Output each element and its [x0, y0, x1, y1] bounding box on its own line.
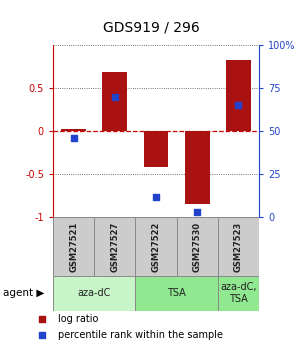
Text: GSM27521: GSM27521	[69, 221, 78, 272]
Text: aza-dC,
TSA: aza-dC, TSA	[220, 283, 257, 304]
Point	[236, 102, 241, 108]
Bar	[185, 131, 210, 204]
Text: GSM27530: GSM27530	[193, 221, 202, 272]
FancyBboxPatch shape	[218, 276, 259, 310]
Text: percentile rank within the sample: percentile rank within the sample	[58, 330, 223, 340]
Point	[112, 94, 117, 99]
FancyBboxPatch shape	[218, 217, 259, 276]
FancyBboxPatch shape	[53, 217, 94, 276]
Text: log ratio: log ratio	[58, 314, 98, 324]
Text: GSM27527: GSM27527	[110, 221, 119, 272]
Bar	[61, 129, 86, 131]
FancyBboxPatch shape	[135, 276, 218, 310]
Bar	[102, 72, 127, 131]
Point	[186, 116, 191, 122]
Bar	[226, 60, 251, 131]
FancyBboxPatch shape	[53, 276, 135, 310]
Text: GDS919 / 296: GDS919 / 296	[103, 20, 200, 34]
Text: GSM27523: GSM27523	[234, 221, 243, 272]
Text: GSM27522: GSM27522	[152, 221, 161, 272]
FancyBboxPatch shape	[135, 217, 177, 276]
FancyBboxPatch shape	[177, 217, 218, 276]
Bar	[144, 131, 168, 167]
Text: agent ▶: agent ▶	[3, 288, 45, 298]
Point	[195, 209, 200, 215]
Point	[154, 194, 158, 199]
Text: TSA: TSA	[167, 288, 186, 298]
FancyBboxPatch shape	[94, 217, 135, 276]
Text: aza-dC: aza-dC	[78, 288, 111, 298]
Point	[186, 266, 191, 271]
Point	[71, 135, 76, 141]
